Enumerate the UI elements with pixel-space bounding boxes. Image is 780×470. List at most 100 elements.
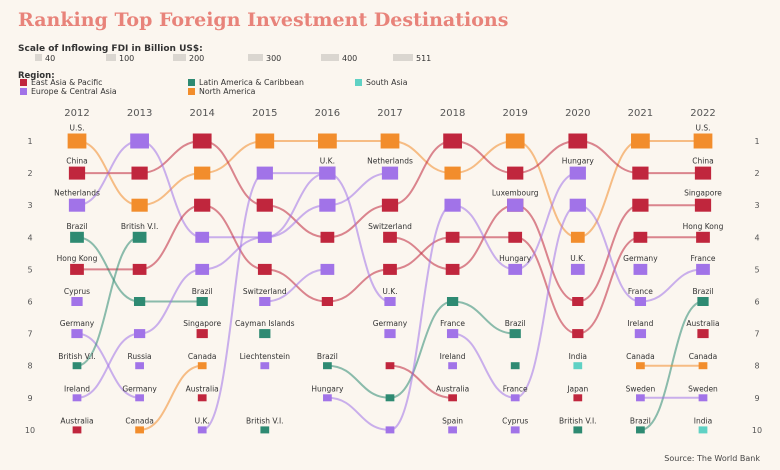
country-label: France bbox=[503, 384, 528, 393]
rank-marker bbox=[636, 394, 645, 402]
rank-marker bbox=[196, 329, 208, 339]
rank-line bbox=[139, 364, 203, 431]
country-label: Netherlands bbox=[367, 157, 413, 166]
rank-marker bbox=[698, 394, 708, 402]
rank-marker bbox=[698, 362, 708, 370]
rank-marker bbox=[633, 263, 648, 275]
year-label: 2017 bbox=[377, 108, 402, 119]
country-label: U.K. bbox=[382, 287, 397, 296]
year-label: 2020 bbox=[565, 108, 590, 119]
rank-axis: 1 1 2 2 3 3 4 4 5 5 6 6 7 7 8 8 9 9 10 10 bbox=[25, 137, 762, 435]
rank-marker bbox=[72, 394, 82, 402]
size-legend-swatch bbox=[35, 54, 42, 61]
country-label: Liechtenstein bbox=[240, 352, 291, 361]
rank-line bbox=[515, 140, 578, 239]
rank-marker bbox=[505, 133, 525, 149]
rank-marker bbox=[135, 362, 144, 370]
region-legend: East Asia & Pacific Latin America & Carib… bbox=[20, 78, 408, 96]
rank-marker bbox=[568, 133, 588, 149]
rank-marker bbox=[197, 426, 207, 434]
rank-marker bbox=[133, 297, 146, 306]
rank-marker bbox=[572, 297, 584, 306]
country-label: Canada bbox=[626, 352, 655, 361]
rank-marker bbox=[696, 231, 710, 243]
country-label: Australia bbox=[686, 319, 719, 328]
country-label: Ireland bbox=[440, 352, 466, 361]
size-legend-label: 40 bbox=[45, 54, 55, 63]
country-label: Germany bbox=[373, 319, 408, 328]
rank-marker bbox=[67, 133, 87, 149]
rank-lines bbox=[76, 139, 704, 431]
country-label: Hong Kong bbox=[683, 222, 724, 231]
rank-marker bbox=[260, 362, 270, 370]
rank-marker bbox=[255, 133, 275, 149]
region-legend-label: South Asia bbox=[366, 78, 408, 87]
rank-marker bbox=[130, 133, 149, 149]
rank-marker bbox=[634, 329, 647, 339]
country-labels: U.S. China Netherlands Brazil Hong Kong Cypru… bbox=[54, 124, 723, 426]
rank-marker bbox=[570, 263, 585, 275]
country-label: Switzerland bbox=[368, 222, 412, 231]
rank-marker bbox=[133, 329, 146, 339]
rank-line bbox=[389, 204, 453, 431]
rank-marker bbox=[319, 198, 336, 212]
rank-marker bbox=[196, 297, 208, 306]
rank-line bbox=[515, 204, 578, 303]
country-label: Australia bbox=[436, 384, 469, 393]
country-label: Japan bbox=[566, 384, 588, 393]
country-label: Ireland bbox=[627, 319, 653, 328]
rank-marker bbox=[381, 166, 399, 180]
year-label: 2012 bbox=[64, 108, 89, 119]
rank-line bbox=[327, 364, 391, 399]
year-label: 2021 bbox=[628, 108, 653, 119]
rank-marker bbox=[573, 394, 583, 402]
rank-label: 3 bbox=[27, 201, 32, 210]
rank-marker bbox=[697, 297, 709, 306]
country-label: British V.I. bbox=[246, 416, 284, 425]
country-label: Spain bbox=[442, 416, 463, 425]
rank-marker bbox=[448, 362, 457, 370]
year-label: 2014 bbox=[189, 108, 214, 119]
country-label: Hong Kong bbox=[57, 254, 98, 263]
country-label: U.S. bbox=[695, 124, 710, 133]
rank-line bbox=[264, 172, 328, 239]
country-label: U.S. bbox=[69, 124, 84, 133]
rank-label: 8 bbox=[27, 362, 32, 371]
region-swatch bbox=[188, 88, 195, 95]
rank-marker bbox=[636, 426, 645, 434]
region-legend-label: North America bbox=[199, 87, 256, 96]
country-label: Canada bbox=[188, 352, 217, 361]
rank-marker bbox=[256, 198, 273, 212]
country-label: Ireland bbox=[64, 384, 90, 393]
source-note: Source: The World Bank bbox=[664, 454, 760, 463]
rank-marker bbox=[323, 362, 332, 370]
rank-marker bbox=[383, 231, 397, 243]
rank-label: 5 bbox=[754, 265, 759, 274]
rank-marker bbox=[696, 263, 710, 275]
rank-line bbox=[264, 268, 328, 303]
rank-line bbox=[327, 268, 391, 303]
rank-marker bbox=[632, 198, 649, 212]
rank-marker bbox=[256, 166, 273, 180]
rank-marker bbox=[68, 198, 86, 212]
rank-line bbox=[389, 364, 453, 399]
size-legend-label: 300 bbox=[266, 54, 281, 63]
size-legend-swatch bbox=[393, 54, 413, 61]
region-legend-title: Region: bbox=[18, 71, 55, 81]
rank-marker bbox=[318, 133, 337, 149]
rank-label: 2 bbox=[754, 169, 759, 178]
country-label: Singapore bbox=[183, 319, 221, 328]
rank-label: 1 bbox=[754, 137, 759, 146]
country-label: Sweden bbox=[626, 384, 656, 393]
rank-label: 3 bbox=[754, 201, 759, 210]
rank-marker bbox=[385, 426, 395, 434]
year-label: 2016 bbox=[315, 108, 340, 119]
size-legend-label: 400 bbox=[342, 54, 357, 63]
rank-line bbox=[452, 300, 516, 335]
rank-line bbox=[139, 140, 203, 239]
rank-line bbox=[389, 140, 453, 207]
country-label: Singapore bbox=[684, 189, 722, 198]
rank-marker bbox=[445, 231, 460, 243]
size-legend-swatch bbox=[321, 54, 339, 61]
rank-marker bbox=[320, 263, 335, 275]
